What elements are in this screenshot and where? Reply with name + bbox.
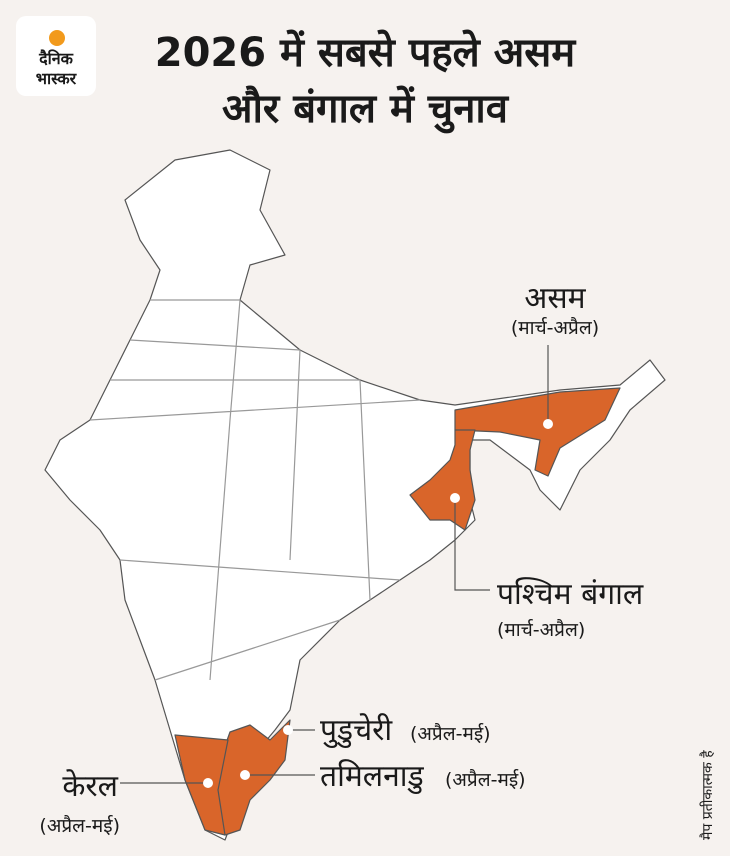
state-name: तमिलनाडु — [320, 759, 425, 795]
state-name: असम — [524, 281, 586, 316]
state-period: (मार्च-अप्रैल) — [511, 316, 599, 339]
logo-box — [16, 16, 96, 96]
leader-lines — [120, 345, 549, 784]
state-borders — [89, 299, 421, 681]
state-period: (मार्च-अप्रैल) — [497, 618, 585, 641]
state-period: (अप्रैल-मई) — [39, 814, 120, 837]
title: और बंगाल में चुनाव — [222, 85, 510, 134]
state-period: (अप्रैल-मई) — [445, 768, 526, 791]
logo-line: दैनिक — [38, 49, 74, 68]
kerala — [174, 734, 229, 836]
note: मैप प्रतीकात्मक है — [699, 750, 716, 840]
logo-line: भास्कर — [36, 69, 78, 88]
west-bengal — [409, 429, 476, 531]
state-name: केरल — [62, 769, 118, 804]
state-period: (अप्रैल-मई) — [410, 722, 491, 745]
assam — [454, 387, 621, 477]
title: 2026 में सबसे पहले असम — [155, 29, 578, 76]
state-name: पुडुचेरी — [320, 713, 393, 749]
marker — [283, 725, 293, 735]
map — [44, 149, 666, 841]
marker — [240, 770, 250, 780]
markers — [203, 419, 553, 788]
state-name: पश्चिम बंगाल — [497, 577, 644, 612]
marker — [543, 419, 553, 429]
marker — [203, 778, 213, 788]
logo-sun — [49, 30, 65, 46]
marker — [450, 493, 460, 503]
